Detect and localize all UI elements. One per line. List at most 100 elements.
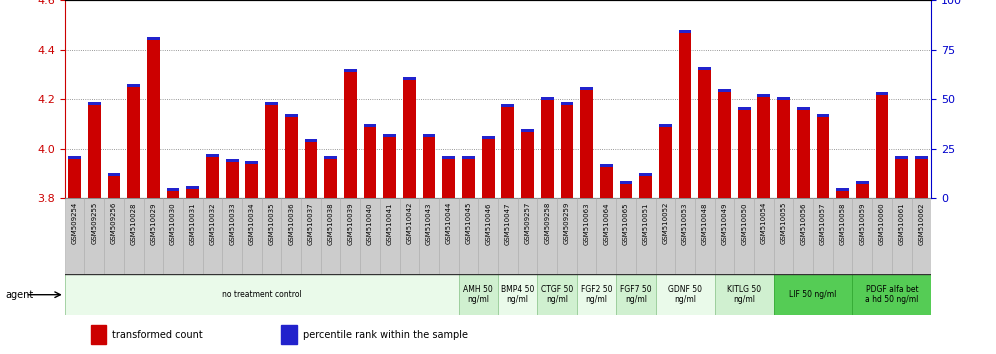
Bar bbox=[108, 173, 121, 198]
Text: GSM510042: GSM510042 bbox=[406, 202, 412, 244]
Bar bbox=[344, 69, 357, 198]
FancyBboxPatch shape bbox=[617, 274, 655, 315]
Text: LIF 50 ng/ml: LIF 50 ng/ml bbox=[790, 290, 837, 299]
Bar bbox=[364, 124, 376, 198]
FancyBboxPatch shape bbox=[65, 274, 458, 315]
Bar bbox=[738, 107, 751, 109]
FancyBboxPatch shape bbox=[617, 198, 635, 274]
Bar bbox=[166, 188, 179, 191]
Bar bbox=[678, 30, 691, 198]
FancyBboxPatch shape bbox=[715, 274, 774, 315]
Text: GSM510060: GSM510060 bbox=[879, 202, 885, 245]
Bar bbox=[915, 156, 928, 198]
Bar bbox=[147, 37, 159, 40]
FancyBboxPatch shape bbox=[222, 198, 242, 274]
Text: GSM510053: GSM510053 bbox=[682, 202, 688, 245]
Bar bbox=[364, 124, 376, 127]
Bar bbox=[600, 164, 613, 198]
Bar bbox=[875, 92, 888, 95]
FancyBboxPatch shape bbox=[183, 198, 202, 274]
Text: GSM510051: GSM510051 bbox=[642, 202, 648, 245]
Bar bbox=[698, 67, 711, 70]
FancyBboxPatch shape bbox=[577, 198, 597, 274]
Bar bbox=[442, 156, 455, 198]
Bar bbox=[678, 30, 691, 33]
Bar bbox=[856, 181, 869, 198]
FancyBboxPatch shape bbox=[557, 198, 577, 274]
FancyBboxPatch shape bbox=[853, 198, 872, 274]
Text: GSM510063: GSM510063 bbox=[584, 202, 590, 245]
Bar bbox=[68, 156, 81, 159]
FancyBboxPatch shape bbox=[833, 198, 853, 274]
Text: BMP4 50
ng/ml: BMP4 50 ng/ml bbox=[501, 285, 535, 304]
FancyBboxPatch shape bbox=[498, 274, 538, 315]
Bar bbox=[541, 97, 554, 99]
Text: GSM510057: GSM510057 bbox=[820, 202, 826, 245]
Text: GSM510064: GSM510064 bbox=[604, 202, 610, 245]
Text: GSM510046: GSM510046 bbox=[485, 202, 491, 245]
Bar bbox=[659, 124, 671, 198]
Text: GSM510061: GSM510061 bbox=[898, 202, 904, 245]
Bar bbox=[88, 102, 101, 104]
FancyBboxPatch shape bbox=[321, 198, 341, 274]
FancyBboxPatch shape bbox=[597, 198, 617, 274]
Bar bbox=[226, 159, 238, 198]
Text: GSM510048: GSM510048 bbox=[702, 202, 708, 245]
Text: GSM510062: GSM510062 bbox=[918, 202, 924, 245]
Bar bbox=[521, 129, 534, 198]
Bar bbox=[659, 124, 671, 127]
Text: GSM510065: GSM510065 bbox=[623, 202, 629, 245]
Bar bbox=[718, 89, 731, 198]
FancyBboxPatch shape bbox=[85, 198, 105, 274]
FancyBboxPatch shape bbox=[675, 198, 695, 274]
Bar bbox=[68, 156, 81, 198]
FancyBboxPatch shape bbox=[538, 198, 557, 274]
Bar bbox=[797, 107, 810, 198]
Bar bbox=[305, 139, 318, 198]
Bar bbox=[915, 156, 928, 159]
FancyBboxPatch shape bbox=[458, 198, 478, 274]
Bar bbox=[797, 107, 810, 109]
Bar bbox=[442, 156, 455, 159]
FancyBboxPatch shape bbox=[518, 198, 538, 274]
Bar bbox=[718, 89, 731, 92]
FancyBboxPatch shape bbox=[655, 198, 675, 274]
Bar bbox=[403, 77, 415, 198]
Bar bbox=[541, 97, 554, 198]
Text: GSM510033: GSM510033 bbox=[229, 202, 235, 245]
FancyBboxPatch shape bbox=[774, 198, 794, 274]
Bar bbox=[561, 102, 574, 104]
FancyBboxPatch shape bbox=[498, 198, 518, 274]
Text: GSM510041: GSM510041 bbox=[386, 202, 392, 245]
Text: GSM510050: GSM510050 bbox=[741, 202, 747, 245]
Text: GSM510035: GSM510035 bbox=[269, 202, 275, 245]
Bar bbox=[581, 87, 593, 198]
Text: GSM510028: GSM510028 bbox=[130, 202, 136, 245]
FancyBboxPatch shape bbox=[143, 198, 163, 274]
Bar bbox=[837, 188, 849, 191]
FancyBboxPatch shape bbox=[301, 198, 321, 274]
Bar bbox=[817, 114, 830, 117]
Text: GSM510032: GSM510032 bbox=[209, 202, 215, 245]
Bar bbox=[501, 104, 514, 107]
Text: agent: agent bbox=[5, 290, 33, 300]
FancyBboxPatch shape bbox=[242, 198, 262, 274]
Text: GSM510059: GSM510059 bbox=[860, 202, 866, 245]
FancyBboxPatch shape bbox=[419, 198, 439, 274]
Bar bbox=[206, 154, 219, 198]
Bar bbox=[738, 107, 751, 198]
Bar bbox=[265, 102, 278, 198]
Bar bbox=[895, 156, 908, 159]
Text: percentile rank within the sample: percentile rank within the sample bbox=[303, 330, 468, 339]
Bar bbox=[639, 173, 652, 198]
Text: GSM510039: GSM510039 bbox=[348, 202, 354, 245]
FancyBboxPatch shape bbox=[281, 198, 301, 274]
FancyBboxPatch shape bbox=[478, 198, 498, 274]
FancyBboxPatch shape bbox=[163, 198, 183, 274]
Bar bbox=[403, 77, 415, 80]
Bar bbox=[501, 104, 514, 198]
Bar bbox=[325, 156, 337, 159]
Bar bbox=[186, 186, 199, 198]
Bar bbox=[581, 87, 593, 90]
Bar bbox=[600, 164, 613, 166]
